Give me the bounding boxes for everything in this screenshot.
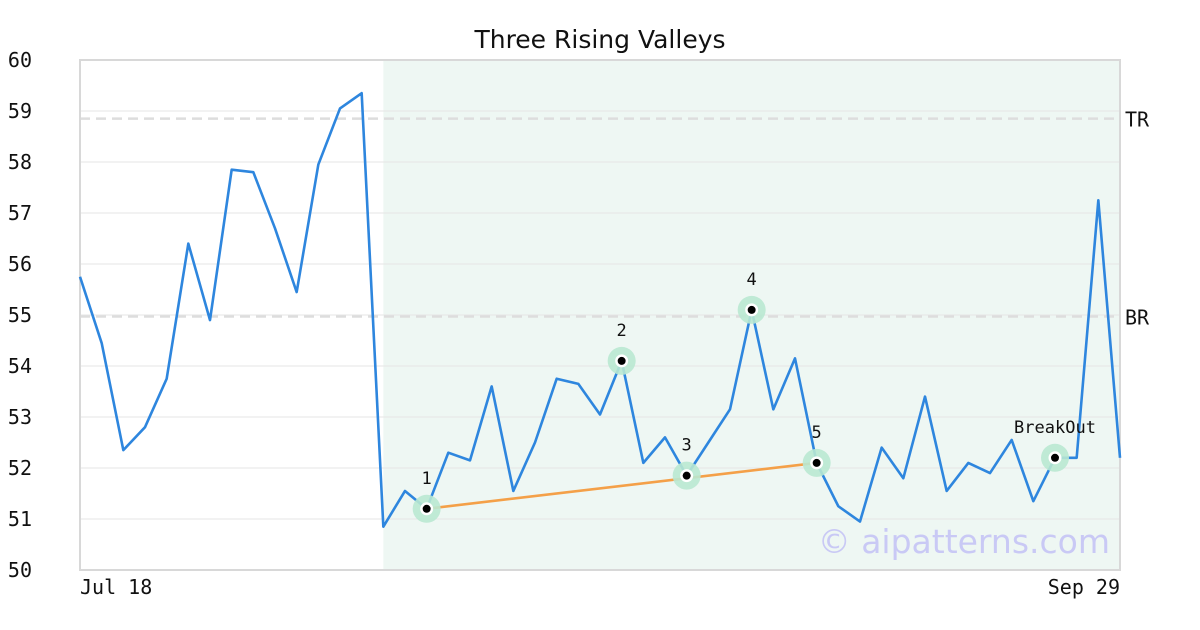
y-tick-label: 51 (8, 507, 32, 531)
y-tick-label: 60 (8, 48, 32, 72)
point-marker (1051, 453, 1059, 462)
chart-title: Three Rising Valleys (473, 25, 725, 54)
y-tick-labels: 50 51 52 53 54 55 56 57 58 59 60 (8, 48, 32, 582)
point-marker (617, 356, 626, 365)
y-tick-label: 52 (8, 456, 32, 480)
x-tick-label: Sep 29 (1048, 575, 1120, 599)
point-marker (682, 471, 691, 480)
x-tick-labels: Jul 18 Sep 29 (80, 575, 1120, 599)
level-label: TR (1125, 108, 1150, 132)
point-marker (812, 458, 821, 467)
valley-trendline (426, 461, 817, 511)
point-label: 4 (747, 270, 757, 290)
point-marker (422, 504, 431, 513)
watermark: © aipatterns.com (818, 522, 1110, 561)
point-label: BreakOut (1014, 418, 1096, 438)
pattern-points: 1 2 3 4 5 BreakOut (412, 270, 1096, 523)
plot-frame (79, 59, 1121, 571)
x-tick-label: Jul 18 (80, 575, 152, 599)
y-tick-label: 59 (8, 99, 32, 123)
point-label: 5 (812, 423, 822, 443)
y-tick-label: 55 (8, 303, 32, 327)
point-marker (747, 305, 756, 314)
y-tick-label: 53 (8, 405, 32, 429)
y-tick-label: 58 (8, 150, 32, 174)
horizontal-levels: TR BR (80, 108, 1150, 330)
price-line (78, 91, 1122, 528)
point-label: 2 (617, 321, 627, 341)
y-tick-label: 50 (8, 558, 32, 582)
y-tick-label: 54 (8, 354, 32, 378)
y-tick-label: 56 (8, 252, 32, 276)
level-label: BR (1125, 306, 1150, 330)
point-label: 1 (422, 469, 432, 489)
point-label: 3 (682, 436, 692, 456)
y-tick-label: 57 (8, 201, 32, 225)
